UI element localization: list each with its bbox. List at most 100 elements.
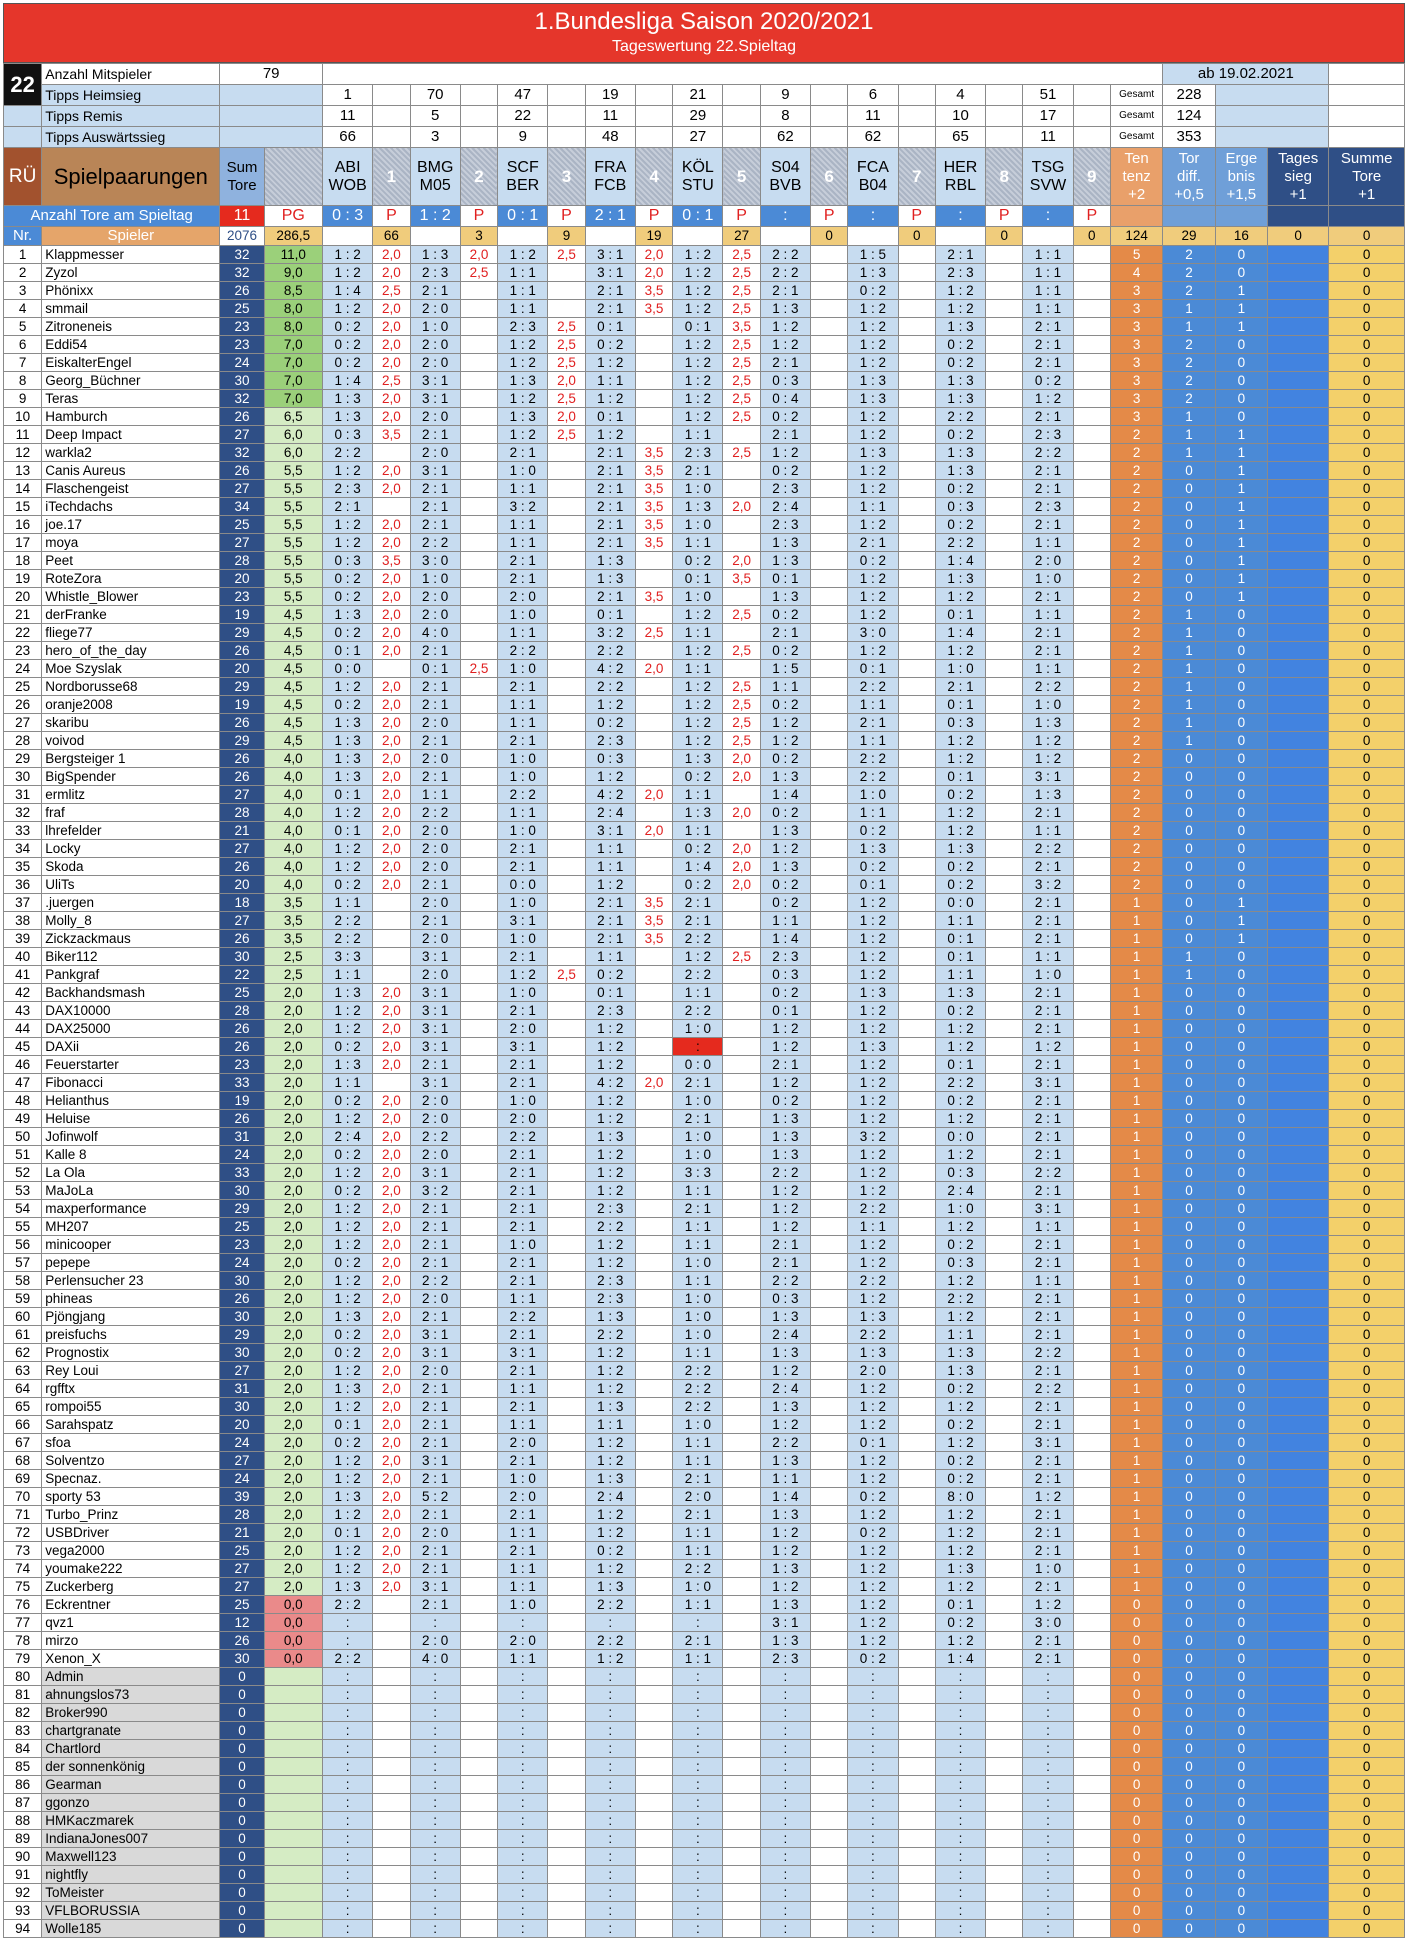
- tip-cell: 2 : 1: [1022, 1469, 1074, 1488]
- tordiff-value: 0: [1162, 551, 1216, 570]
- tip-points: [634, 1091, 674, 1110]
- tip-cell: :: [759, 1739, 812, 1758]
- tip-cell: 0 : 2: [321, 875, 374, 894]
- tip-points: [897, 623, 936, 642]
- player-goals: 24: [219, 1253, 265, 1272]
- tagessieg-value: [1266, 893, 1330, 912]
- tip-cell: 0 : 2: [934, 785, 987, 804]
- tip-points: [547, 1595, 586, 1614]
- tordiff-value: 0: [1162, 1271, 1216, 1290]
- tagessieg-value: [1266, 551, 1330, 570]
- tendenz-value: 2: [1109, 713, 1164, 732]
- player-goals: 0: [219, 1883, 265, 1902]
- tip-points: [722, 1271, 761, 1290]
- summe-tore-value: 0: [1328, 911, 1405, 930]
- tip-points: [985, 875, 1024, 894]
- header-text: FCA: [856, 158, 889, 176]
- tagessieg-value: [1266, 1685, 1330, 1704]
- tip-cell: 2 : 0: [409, 587, 461, 606]
- tip-cell: :: [1022, 1721, 1074, 1740]
- player-name: Gearman: [41, 1775, 221, 1794]
- player-rank: 82: [2, 1703, 43, 1722]
- player-rank: 46: [2, 1055, 43, 1074]
- tip-points: [722, 929, 761, 948]
- tip-points: [985, 785, 1024, 804]
- tip-cell: 0 : 3: [584, 749, 636, 768]
- player-goals: 19: [219, 605, 265, 624]
- tip-cell: :: [584, 1685, 636, 1704]
- tagessieg-value: [1266, 839, 1330, 858]
- tip-cell: 2 : 4: [321, 1127, 374, 1146]
- tip-cell: 2 : 1: [409, 497, 461, 516]
- tendenz-value: 2: [1109, 785, 1164, 804]
- player-goals: 29: [219, 731, 265, 750]
- tordiff-value: 0: [1162, 983, 1216, 1002]
- ergebnis-value: 0: [1214, 1307, 1269, 1326]
- tip-points: [1072, 461, 1111, 480]
- tipps-count: 11: [1022, 126, 1074, 148]
- tip-cell: 1 : 0: [672, 1091, 724, 1110]
- header-text: BMG: [416, 158, 454, 176]
- tip-cell: 1 : 2: [321, 299, 374, 318]
- tip-cell: :: [497, 1829, 549, 1848]
- tip-cell: 2 : 2: [934, 1073, 987, 1092]
- ergebnis-value: 0: [1214, 947, 1269, 966]
- tip-points: [547, 1757, 586, 1776]
- player-points: 2,0: [263, 1397, 323, 1416]
- tip-cell: 2 : 1: [497, 857, 549, 876]
- player-rank: 57: [2, 1253, 43, 1272]
- tip-cell: 1 : 0: [497, 605, 549, 624]
- player-points: 2,0: [263, 1001, 323, 1020]
- player-points: 2,0: [263, 1109, 323, 1128]
- player-name: Molly_8: [41, 911, 221, 930]
- tip-points: [459, 1505, 499, 1524]
- player-goals: 23: [219, 335, 265, 354]
- tip-points: [1072, 749, 1111, 768]
- player-points: 2,0: [263, 1271, 323, 1290]
- player-rank: 78: [2, 1631, 43, 1650]
- player-points: 4,0: [263, 785, 323, 804]
- tip-cell: 2 : 0: [497, 1433, 549, 1452]
- tordiff-value: 0: [1162, 1739, 1216, 1758]
- header-text: Tor: [1178, 149, 1200, 167]
- tip-cell: 2 : 1: [409, 1217, 461, 1236]
- tip-points: [459, 1325, 499, 1344]
- player-rank: 5: [2, 317, 43, 336]
- tip-points: [634, 839, 674, 858]
- tordiff-value: 0: [1162, 1919, 1216, 1938]
- tip-points: [985, 317, 1024, 336]
- tip-points: 2,0: [372, 1181, 411, 1200]
- player-goals: 26: [219, 1109, 265, 1128]
- tip-points: [547, 1469, 586, 1488]
- tip-cell: 1 : 2: [497, 353, 549, 372]
- tip-points: 2,0: [372, 1415, 411, 1434]
- tip-cell: 2 : 2: [321, 911, 374, 930]
- tip-points: [372, 893, 411, 912]
- tordiff-value: 0: [1162, 1235, 1216, 1254]
- tip-points: [897, 1811, 936, 1830]
- tip-cell: 1 : 0: [497, 1235, 549, 1254]
- tip-points: [985, 1091, 1024, 1110]
- tendenz-value: 2: [1109, 839, 1164, 858]
- tip-points: [372, 1865, 411, 1884]
- tip-cell: 0 : 2: [321, 317, 374, 336]
- tip-cell: 2 : 0: [1022, 551, 1074, 570]
- match-6-result: :: [759, 205, 812, 227]
- player-points: 0,0: [263, 1595, 323, 1614]
- tip-points: 2,0: [372, 623, 411, 642]
- tip-cell: :: [1022, 1667, 1074, 1686]
- tip-cell: 0 : 2: [321, 623, 374, 642]
- tip-cell: :: [934, 1775, 987, 1794]
- tip-points: [985, 803, 1024, 822]
- tip-cell: 1 : 1: [672, 1217, 724, 1236]
- tip-points: 2,5: [547, 353, 586, 372]
- tip-cell: 1 : 2: [934, 1397, 987, 1416]
- tip-points: 2,0: [722, 803, 761, 822]
- tip-cell: :: [934, 1919, 987, 1938]
- tip-points: [547, 1415, 586, 1434]
- tip-cell: 1 : 0: [1022, 695, 1074, 714]
- tip-points: [810, 1127, 849, 1146]
- tip-points: [810, 1469, 849, 1488]
- tip-points: [722, 1397, 761, 1416]
- tip-cell: 0 : 2: [847, 1523, 899, 1542]
